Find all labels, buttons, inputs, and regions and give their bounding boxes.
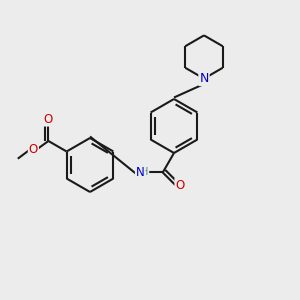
Text: N: N [199,72,209,85]
Text: H: H [141,167,148,177]
Text: O: O [44,112,53,126]
Text: N: N [136,166,145,179]
Text: O: O [29,143,38,156]
Text: O: O [176,179,184,192]
